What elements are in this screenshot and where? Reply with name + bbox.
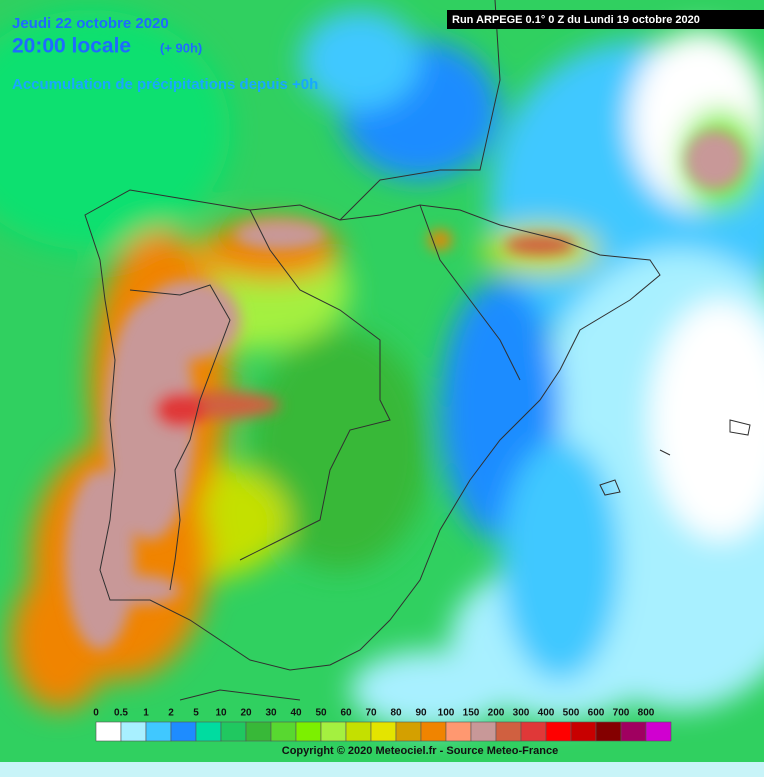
legend-label: 700: [613, 708, 630, 719]
legend-label: 500: [563, 708, 580, 719]
legend-label: 5: [193, 708, 199, 719]
legend-swatch: [545, 721, 572, 742]
legend-label: 600: [588, 708, 605, 719]
bottom-strip: [0, 762, 764, 777]
legend-label: 200: [488, 708, 505, 719]
legend-swatch: [370, 721, 397, 742]
legend-swatch: [445, 721, 472, 742]
legend-label: 90: [415, 708, 427, 719]
copyright: Copyright © 2020 Meteociel.fr - Source M…: [282, 745, 558, 757]
legend-label: 1: [143, 708, 149, 719]
legend-swatch: [345, 721, 372, 742]
legend-label: 150: [463, 708, 480, 719]
legend-swatch: [220, 721, 247, 742]
legend-label: 60: [340, 708, 352, 719]
legend-swatch: [595, 721, 622, 742]
legend-label: 800: [638, 708, 655, 719]
legend-swatch: [520, 721, 547, 742]
forecast-date: Jeudi 22 octobre 2020: [12, 15, 169, 32]
legend-swatch: [195, 721, 222, 742]
product-name: Accumulation de précipitations depuis +0…: [12, 76, 318, 93]
legend: 0 0.5 1 2 5 10 20 30 40 50 60 70 80 90 100 150 200 300 400…: [93, 708, 672, 742]
legend-swatch: [320, 721, 347, 742]
legend-label: 20: [240, 708, 252, 719]
run-info: Run ARPEGE 0.1° 0 Z du Lundi 19 octobre …: [452, 14, 700, 26]
legend-label: 300: [513, 708, 530, 719]
legend-swatch: [495, 721, 522, 742]
forecast-time: 20:00 locale: [12, 35, 131, 58]
legend-label: 40: [290, 708, 302, 719]
legend-label: 100: [438, 708, 455, 719]
legend-swatch: [270, 721, 297, 742]
legend-swatch: [395, 721, 422, 742]
legend-label: 50: [315, 708, 327, 719]
legend-swatch: [470, 721, 497, 742]
legend-swatch: [245, 721, 272, 742]
legend-label: 0: [93, 708, 99, 719]
legend-swatch: [645, 721, 672, 742]
borders: [84, 0, 751, 701]
legend-swatch: [170, 721, 197, 742]
legend-swatch: [420, 721, 447, 742]
precip-cores: [65, 130, 745, 650]
forecast-offset: (+ 90h): [160, 40, 202, 55]
legend-swatch: [120, 721, 147, 742]
legend-swatch: [620, 721, 647, 742]
legend-swatch: [95, 721, 122, 742]
legend-label: 0.5: [114, 708, 128, 719]
legend-swatch: [295, 721, 322, 742]
legend-label: 80: [390, 708, 402, 719]
legend-label: 400: [538, 708, 555, 719]
run-box: [447, 10, 764, 29]
legend-label: 2: [168, 708, 174, 719]
legend-label: 10: [215, 708, 227, 719]
legend-swatch: [570, 721, 597, 742]
legend-label: 30: [265, 708, 277, 719]
legend-label: 70: [365, 708, 377, 719]
legend-swatch: [145, 721, 172, 742]
